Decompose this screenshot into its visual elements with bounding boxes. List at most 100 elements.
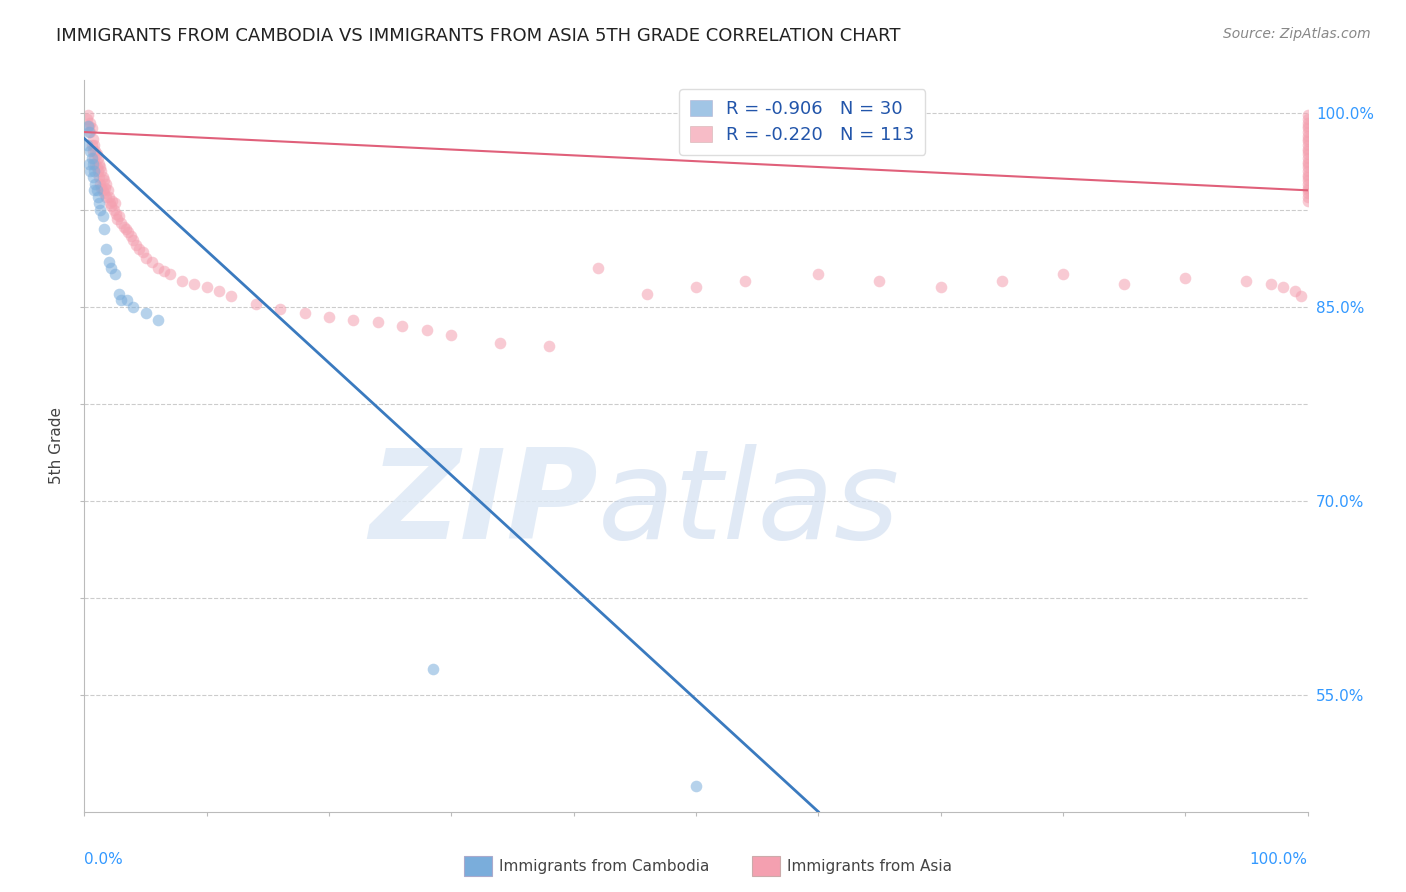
Point — [1296, 131, 1319, 145]
Point — [122, 233, 145, 247]
Point — [80, 121, 103, 136]
Point — [1296, 186, 1319, 200]
Point — [96, 190, 118, 204]
Point — [79, 145, 101, 159]
Point — [77, 108, 100, 122]
Point — [77, 157, 100, 171]
Point — [1296, 142, 1319, 156]
Text: atlas: atlas — [598, 444, 900, 565]
Point — [87, 157, 110, 171]
Point — [1296, 108, 1319, 122]
Point — [100, 260, 122, 275]
Point — [117, 225, 139, 239]
Point — [104, 268, 127, 282]
Point — [79, 125, 101, 139]
Point — [77, 119, 100, 133]
Point — [83, 164, 105, 178]
Point — [86, 160, 108, 174]
Point — [685, 280, 707, 294]
Point — [1052, 268, 1074, 282]
Text: 100.0%: 100.0% — [1250, 852, 1308, 867]
Point — [991, 274, 1014, 288]
Point — [83, 151, 105, 165]
Point — [83, 183, 105, 197]
Point — [97, 254, 120, 268]
Point — [110, 216, 132, 230]
Point — [112, 219, 135, 234]
Point — [869, 274, 891, 288]
Point — [135, 306, 157, 320]
Point — [1291, 289, 1313, 303]
Point — [1296, 121, 1319, 136]
Point — [101, 194, 124, 208]
Point — [77, 119, 100, 133]
Point — [636, 286, 658, 301]
Point — [422, 662, 444, 676]
Point — [87, 196, 110, 211]
Point — [91, 183, 114, 197]
Point — [77, 125, 100, 139]
Text: Immigrants from Asia: Immigrants from Asia — [787, 859, 952, 873]
Text: IMMIGRANTS FROM CAMBODIA VS IMMIGRANTS FROM ASIA 5TH GRADE CORRELATION CHART: IMMIGRANTS FROM CAMBODIA VS IMMIGRANTS F… — [56, 27, 901, 45]
Point — [89, 160, 111, 174]
Point — [115, 293, 138, 308]
Point — [219, 289, 242, 303]
Point — [76, 112, 98, 127]
Point — [1260, 277, 1282, 291]
Point — [1296, 173, 1319, 187]
Point — [489, 336, 512, 351]
Point — [110, 293, 132, 308]
Point — [96, 242, 118, 256]
Point — [89, 202, 111, 217]
Point — [82, 170, 104, 185]
Point — [172, 274, 194, 288]
Point — [1174, 271, 1197, 285]
Point — [76, 138, 98, 153]
Point — [1296, 116, 1319, 130]
Point — [416, 323, 439, 337]
Y-axis label: 5th Grade: 5th Grade — [49, 408, 65, 484]
Point — [1296, 128, 1319, 143]
Point — [115, 222, 138, 236]
Point — [1296, 168, 1319, 182]
Point — [269, 302, 291, 317]
Point — [342, 312, 364, 326]
Point — [929, 280, 952, 294]
Point — [1272, 280, 1295, 294]
Point — [1296, 138, 1319, 153]
Point — [245, 297, 267, 311]
Point — [82, 131, 104, 145]
Point — [1296, 164, 1319, 178]
Point — [105, 211, 128, 226]
Point — [87, 170, 110, 185]
Point — [1296, 145, 1319, 159]
Point — [1296, 177, 1319, 191]
Point — [91, 209, 114, 223]
Point — [87, 190, 110, 204]
Point — [208, 285, 231, 299]
Point — [1296, 112, 1319, 127]
Point — [318, 310, 340, 325]
Point — [97, 190, 120, 204]
Point — [367, 315, 389, 329]
Point — [120, 228, 142, 243]
Point — [79, 164, 101, 178]
Point — [90, 164, 112, 178]
Point — [82, 145, 104, 159]
Point — [538, 339, 561, 353]
Point — [807, 268, 830, 282]
Legend: R = -0.906   N = 30, R = -0.220   N = 113: R = -0.906 N = 30, R = -0.220 N = 113 — [679, 89, 925, 154]
Point — [1296, 147, 1319, 161]
Point — [83, 138, 105, 153]
Point — [87, 151, 110, 165]
Text: Immigrants from Cambodia: Immigrants from Cambodia — [499, 859, 710, 873]
Point — [86, 147, 108, 161]
Point — [98, 196, 121, 211]
Point — [1296, 154, 1319, 169]
Point — [79, 116, 101, 130]
Point — [146, 312, 169, 326]
Point — [93, 186, 115, 200]
Point — [1296, 119, 1319, 133]
Point — [391, 319, 413, 334]
Point — [1296, 134, 1319, 148]
